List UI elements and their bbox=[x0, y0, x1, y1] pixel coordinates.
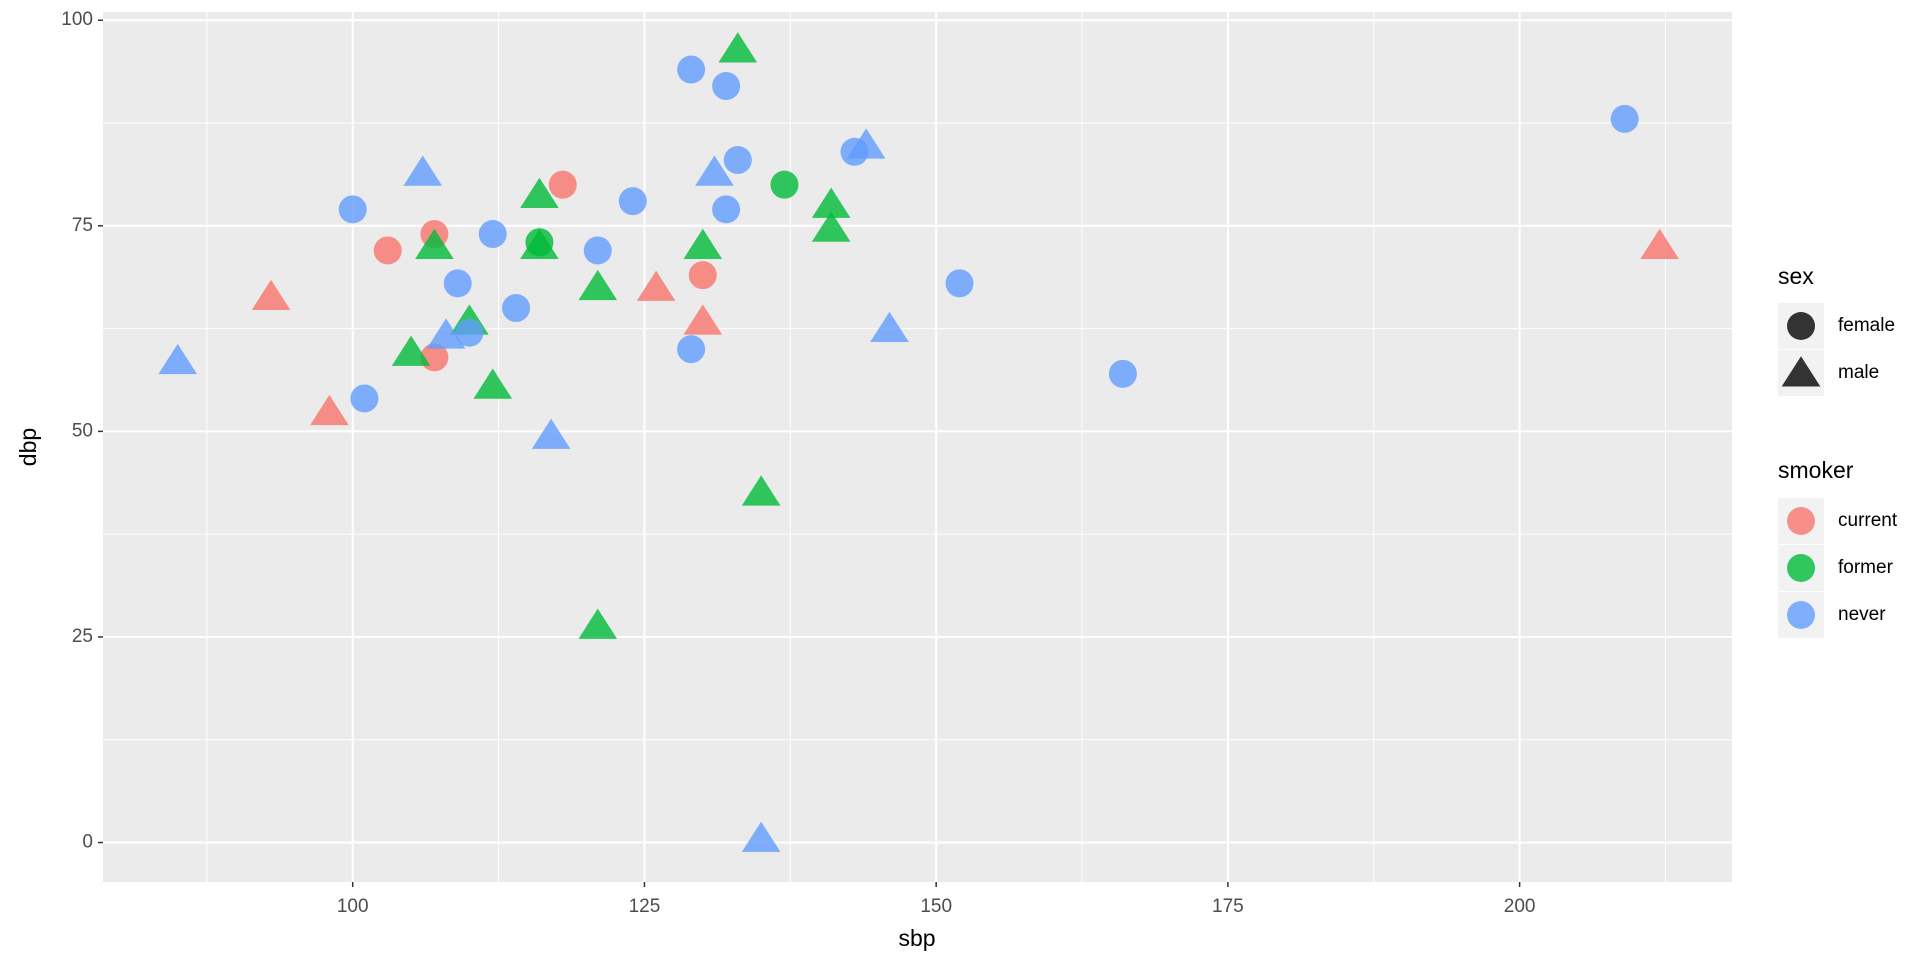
point bbox=[583, 236, 612, 265]
legend-symbol bbox=[1787, 507, 1815, 535]
point bbox=[403, 155, 443, 186]
x-tick-label: 200 bbox=[1504, 896, 1536, 917]
legend-title: smoker bbox=[1778, 457, 1854, 483]
point bbox=[415, 228, 454, 259]
point bbox=[712, 72, 741, 101]
point bbox=[846, 128, 886, 159]
point bbox=[741, 821, 781, 852]
point bbox=[811, 187, 851, 218]
point bbox=[578, 269, 618, 301]
point bbox=[520, 177, 559, 208]
x-tick-label: 100 bbox=[337, 896, 369, 917]
point bbox=[741, 475, 781, 506]
point bbox=[870, 311, 909, 343]
point bbox=[455, 318, 484, 347]
legend-label: male bbox=[1838, 362, 1879, 383]
point bbox=[1640, 228, 1679, 259]
point bbox=[426, 318, 466, 349]
point bbox=[1610, 104, 1639, 133]
point bbox=[158, 343, 198, 375]
point bbox=[502, 294, 531, 323]
y-tick-label: 0 bbox=[82, 832, 93, 853]
point bbox=[945, 269, 974, 298]
point bbox=[391, 335, 431, 366]
point bbox=[373, 236, 402, 265]
point bbox=[251, 279, 291, 310]
point bbox=[683, 304, 723, 335]
point bbox=[712, 195, 741, 224]
legend-symbol bbox=[1787, 312, 1815, 340]
points bbox=[158, 32, 1679, 852]
y-tick-label: 100 bbox=[61, 9, 93, 30]
point bbox=[473, 368, 513, 399]
y-axis-title: dbp bbox=[15, 428, 41, 466]
x-tick-label: 125 bbox=[629, 896, 661, 917]
legend-symbol bbox=[1787, 554, 1815, 582]
panel-background bbox=[103, 12, 1732, 882]
legend-symbol bbox=[1787, 601, 1815, 629]
point bbox=[520, 228, 559, 259]
point bbox=[350, 384, 379, 413]
point bbox=[723, 146, 752, 175]
x-tick-label: 150 bbox=[920, 896, 952, 917]
point bbox=[578, 608, 618, 639]
point bbox=[1108, 359, 1137, 388]
legend-title: sex bbox=[1778, 263, 1814, 289]
point bbox=[688, 261, 717, 290]
legend-label: former bbox=[1838, 557, 1894, 578]
point bbox=[677, 55, 706, 84]
point bbox=[718, 32, 758, 63]
point bbox=[548, 170, 577, 199]
point bbox=[770, 170, 799, 199]
point bbox=[618, 187, 647, 216]
legend-label: current bbox=[1838, 510, 1898, 531]
point bbox=[531, 418, 571, 449]
x-tick-label: 175 bbox=[1212, 896, 1244, 917]
x-axis-title: sbp bbox=[898, 925, 935, 951]
legend-label: never bbox=[1838, 604, 1886, 625]
point bbox=[636, 270, 676, 301]
point bbox=[338, 195, 367, 224]
point bbox=[695, 155, 734, 186]
legend-label: female bbox=[1838, 315, 1895, 336]
point bbox=[677, 335, 706, 364]
point bbox=[683, 228, 723, 259]
y-tick-label: 75 bbox=[72, 215, 93, 236]
point bbox=[811, 211, 851, 242]
point bbox=[478, 220, 507, 249]
grid bbox=[103, 12, 1732, 882]
point bbox=[443, 269, 472, 298]
legend-symbol bbox=[1781, 356, 1821, 387]
point bbox=[310, 394, 349, 426]
y-tick-label: 25 bbox=[72, 626, 93, 647]
y-tick-label: 50 bbox=[72, 420, 93, 441]
